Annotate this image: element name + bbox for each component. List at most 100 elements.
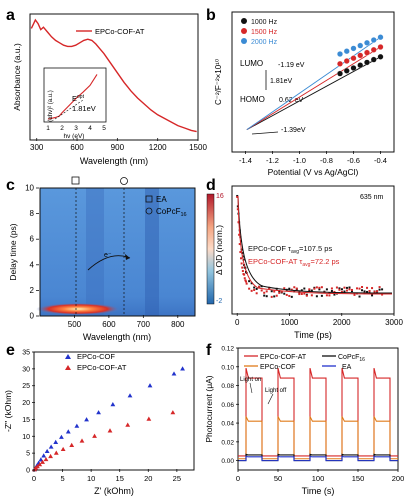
panel-letter-f: f [206, 342, 212, 359]
panel-d-point-0-23 [265, 295, 268, 298]
panel-d-point-0-18 [253, 286, 256, 289]
panel-d-point-0-50 [333, 293, 336, 296]
panel-d-point-0-28 [278, 290, 281, 293]
panel-c-ytick-1: 2 [30, 286, 35, 295]
panel-f-xticks: 0 50 100 150 200 [236, 469, 404, 483]
panel-b-point-0-6 [377, 53, 384, 60]
panel-e-point-1-9 [69, 442, 75, 447]
panel-e-point-1-12 [107, 428, 113, 433]
panel-d-ylabel: Δ OD (norm.) [214, 225, 224, 275]
panel-d-point-1-22 [263, 291, 266, 294]
panel-c-xticks: 500 600 700 800 [68, 315, 185, 329]
panel-d-point-1-39 [305, 294, 308, 297]
panel-b-lumo-label: LUMO [240, 59, 263, 68]
panel-d-point-1-59 [356, 287, 359, 290]
panel-d: 635 nm EPCo-COF τavg=107.5 ps EPCo-COF-A… [214, 185, 403, 340]
panel-c-transfer-arrowhead [125, 254, 130, 260]
panel-b-point-2-6 [377, 34, 384, 41]
panel-f-line-3 [238, 455, 398, 462]
panel-c-heatmap-bg [40, 188, 195, 316]
panel-b-legend-marker-0 [241, 18, 247, 24]
panel-e-ytick-5: 25 [22, 383, 30, 390]
panel-e-point-0-7 [48, 444, 54, 449]
panel-d-point-1-69 [381, 293, 384, 296]
panel-b-point-2-1 [343, 48, 350, 55]
panel-a-inset-eg-label: Eopt [72, 94, 85, 103]
panel-d-point-0-63 [366, 290, 369, 293]
panel-c-legend-circle [145, 207, 153, 215]
panel-f-ytick-3: 0.06 [221, 402, 234, 409]
panel-a-ylabel: Absorbance (a.u.) [12, 43, 22, 111]
panel-e-point-1-7 [53, 450, 59, 455]
panel-d-point-1-27 [275, 294, 278, 297]
panel-b-points [337, 34, 384, 77]
panel-b-legend-marker-1 [241, 28, 247, 34]
panel-f-light-on: Light on [240, 377, 261, 383]
panel-d-point-1-41 [310, 294, 313, 297]
panel-d-point-1-65 [371, 287, 374, 290]
panel-a-inset-xtick-0: 1 [46, 125, 50, 132]
panel-b-xtick-3: -0.8 [320, 156, 333, 165]
panel-e-xlabel: Z' (kOhm) [94, 486, 134, 496]
panel-a-frame [29, 13, 199, 141]
panel-d-point-1-23 [265, 290, 268, 293]
panel-e-yticks: 0 5 10 15 20 25 30 35 [22, 350, 35, 475]
panel-d-point-1-52 [338, 288, 341, 291]
panel-d-point-0-6 [239, 240, 242, 243]
panel-d-point-1-61 [361, 286, 364, 289]
panel-d-point-1-13 [244, 279, 247, 282]
panel-f-legend-cof: EPCo-COF [260, 364, 295, 371]
panel-d-point-0-47 [325, 288, 328, 291]
panel-e-xtick-1: 5 [60, 474, 64, 483]
panel-c-top-circle-marker [120, 177, 128, 185]
panel-e-point-0-13 [96, 410, 101, 415]
panel-d-point-1-3 [238, 233, 241, 236]
panel-e-ytick-6: 30 [22, 366, 30, 373]
panel-b-fit-2 [246, 36, 381, 130]
panel-b-frame [231, 11, 395, 153]
panel-d-point-0-55 [345, 286, 348, 289]
panel-letter-e: e [6, 342, 15, 359]
panel-f-ytick-4: 0.08 [221, 383, 234, 390]
panel-b-xtick-5: -0.4 [374, 156, 387, 165]
panel-f-light-off-arrow [267, 393, 274, 405]
panel-d-point-1-68 [378, 286, 381, 289]
panel-c-ytick-0: 0 [30, 312, 35, 321]
panel-a-xlabel: Wavelength (nm) [80, 156, 148, 166]
panel-d-point-1-36 [298, 293, 301, 296]
panel-b-fit-1 [246, 46, 381, 130]
panel-d-point-0-0 [236, 194, 239, 197]
panel-e-point-0-8 [53, 439, 59, 444]
panel-d-point-0-69 [381, 288, 384, 291]
panel-d-point-1-53 [340, 290, 343, 293]
panel-b-point-1-3 [357, 52, 364, 59]
panel-b-point-2-0 [337, 51, 343, 57]
panel-d-xtick-2: 2000 [333, 318, 351, 327]
panel-f-light-off: Light off [265, 388, 287, 394]
panel-e-ytick-0: 0 [26, 468, 30, 475]
panel-b-point-2-2 [350, 45, 357, 52]
panel-e-ytick-4: 20 [22, 400, 30, 407]
panel-d-point-1-19 [255, 292, 258, 295]
panel-a-inset-xtick-1: 2 [60, 125, 64, 132]
panel-e-point-0-18 [180, 366, 185, 371]
panel-f-line-0 [238, 367, 398, 457]
panel-c-ytick-3: 6 [30, 235, 35, 244]
panel-b-xtick-2: -1.0 [293, 156, 306, 165]
panel-c: EA CoPcF16 e⁻ 16 -2 0 2 4 6 8 10 500 600 700 800… [8, 176, 224, 342]
panel-a-inset-xtick-4: 5 [102, 125, 106, 132]
panel-f-ytick-5: 0.10 [221, 364, 234, 371]
panel-e-ytick-2: 10 [22, 434, 30, 441]
panel-a-series-line [30, 18, 197, 133]
panel-a-inset-ticks: 1 2 3 4 5 [46, 125, 106, 132]
panel-e-point-1-11 [92, 433, 97, 438]
panel-d-point-0-45 [320, 294, 323, 297]
panel-d-point-0-52 [338, 287, 341, 290]
panel-d-point-1-21 [260, 289, 263, 292]
panel-d-point-1-56 [348, 288, 351, 291]
panel-f-ytick-2: 0.04 [221, 421, 234, 428]
panel-d-point-1-55 [345, 289, 348, 292]
panel-a-inset-xtick-3: 4 [88, 125, 92, 132]
panel-d-point-1-64 [368, 290, 371, 293]
